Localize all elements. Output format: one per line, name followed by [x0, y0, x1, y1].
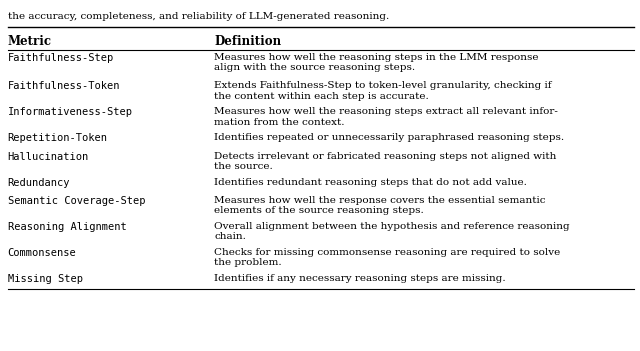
Text: Redundancy: Redundancy: [8, 178, 70, 187]
Text: Identifies redundant reasoning steps that do not add value.: Identifies redundant reasoning steps tha…: [214, 178, 527, 187]
Text: Measures how well the reasoning steps extract all relevant infor-
mation from th: Measures how well the reasoning steps ex…: [214, 107, 558, 127]
Text: Identifies if any necessary reasoning steps are missing.: Identifies if any necessary reasoning st…: [214, 274, 506, 283]
Text: Reasoning Alignment: Reasoning Alignment: [8, 222, 127, 232]
Text: Metric: Metric: [8, 35, 52, 48]
Text: Overall alignment between the hypothesis and reference reasoning
chain.: Overall alignment between the hypothesis…: [214, 222, 570, 241]
Text: Missing Step: Missing Step: [8, 274, 83, 284]
Text: Informativeness-Step: Informativeness-Step: [8, 107, 132, 117]
Text: the accuracy, completeness, and reliability of LLM-generated reasoning.: the accuracy, completeness, and reliabil…: [8, 12, 389, 21]
Text: Semantic Coverage-Step: Semantic Coverage-Step: [8, 196, 145, 206]
Text: Measures how well the response covers the essential semantic
elements of the sou: Measures how well the response covers th…: [214, 196, 546, 215]
Text: Hallucination: Hallucination: [8, 152, 89, 161]
Text: Faithfulness-Token: Faithfulness-Token: [8, 81, 120, 91]
Text: Identifies repeated or unnecessarily paraphrased reasoning steps.: Identifies repeated or unnecessarily par…: [214, 133, 564, 143]
Text: Faithfulness-Step: Faithfulness-Step: [8, 53, 114, 62]
Text: Repetition-Token: Repetition-Token: [8, 133, 108, 143]
Text: Extends Faithfulness-Step to token-level granularity, checking if
the content wi: Extends Faithfulness-Step to token-level…: [214, 81, 552, 101]
Text: Commonsense: Commonsense: [8, 248, 76, 258]
Text: Checks for missing commonsense reasoning are required to solve
the problem.: Checks for missing commonsense reasoning…: [214, 248, 561, 267]
Text: Measures how well the reasoning steps in the LMM response
align with the source : Measures how well the reasoning steps in…: [214, 53, 539, 72]
Text: Definition: Definition: [214, 35, 282, 48]
Text: Detects irrelevant or fabricated reasoning steps not aligned with
the source.: Detects irrelevant or fabricated reasoni…: [214, 152, 557, 171]
